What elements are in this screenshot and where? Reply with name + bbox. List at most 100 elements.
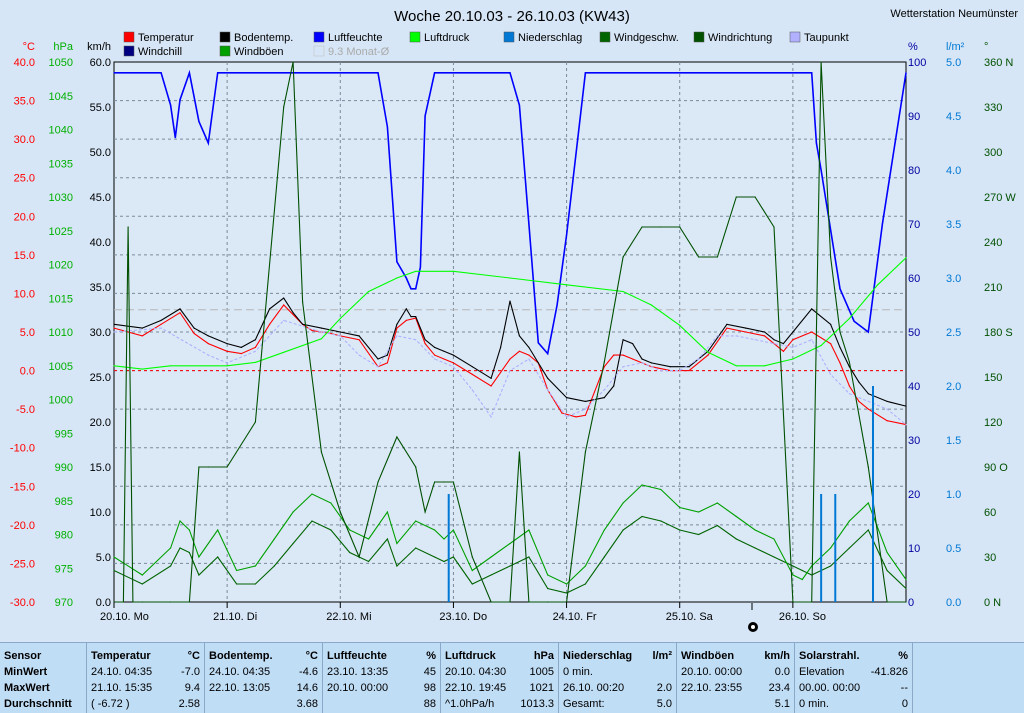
data-point <box>462 72 464 74</box>
tick-label-humidity: 90 <box>908 111 920 123</box>
data-point <box>716 335 719 337</box>
data-point <box>500 346 502 348</box>
data-point <box>867 529 869 531</box>
data-point <box>830 256 832 258</box>
data-point <box>735 196 737 198</box>
stat-row3-label: 0 min. <box>799 698 829 710</box>
data-point <box>283 319 285 321</box>
data-point <box>452 556 454 558</box>
data-point <box>877 284 879 286</box>
data-point <box>443 538 445 540</box>
data-point <box>518 451 521 453</box>
data-point <box>622 339 624 341</box>
data-point <box>848 547 851 549</box>
data-point <box>584 583 587 585</box>
data-point <box>358 354 360 356</box>
chart-legend: Temperatur Bodentemp. Luftfeuchte Luftdruck… <box>123 31 849 58</box>
data-point <box>160 319 162 321</box>
tick-label-direction: 210 <box>984 282 1002 294</box>
tick-label-temp: -25.0 <box>10 558 35 570</box>
data-point <box>858 400 860 402</box>
data-point <box>735 538 737 540</box>
data-point <box>339 511 341 513</box>
data-point <box>226 466 228 468</box>
data-point <box>716 502 719 504</box>
data-point <box>358 339 360 341</box>
data-point <box>386 354 388 356</box>
data-point <box>452 529 454 531</box>
stat-max: 1021 <box>529 682 554 694</box>
series-taupunkt <box>113 319 907 426</box>
tick-label-pressure: 1005 <box>49 361 73 373</box>
day-label: 20.10. Mo <box>100 611 149 623</box>
data-point <box>603 72 605 74</box>
series-luftfeuchte <box>114 69 907 356</box>
tick-label-direction: 360 N <box>984 57 1013 69</box>
stat-min-time: 24.10. 04:35 <box>209 666 271 678</box>
data-point <box>584 408 587 410</box>
data-point <box>660 488 662 491</box>
data-point <box>188 551 190 554</box>
data-point <box>320 338 322 340</box>
tick-label-pressure: 1015 <box>49 293 73 305</box>
data-point <box>405 319 407 321</box>
data-point <box>584 400 587 402</box>
tick-label-humidity: 10 <box>908 543 920 555</box>
data-point <box>641 72 643 74</box>
data-point <box>518 335 521 337</box>
data-point <box>113 365 115 367</box>
data-point <box>396 277 398 279</box>
data-point <box>537 362 539 364</box>
tick-label-rain: 0.5 <box>946 543 961 555</box>
tick-label-humidity: 100 <box>908 57 926 69</box>
stat-unit: hPa <box>533 650 554 662</box>
axis-unit-rain: l/m² <box>946 41 965 53</box>
data-point <box>754 547 756 549</box>
tick-label-pressure: 1000 <box>49 395 73 407</box>
data-point <box>509 565 511 567</box>
data-point <box>660 520 662 522</box>
data-point <box>820 61 822 63</box>
data-point <box>603 397 605 399</box>
data-point <box>452 354 454 356</box>
data-point <box>905 424 907 426</box>
data-point <box>198 556 200 558</box>
data-point <box>236 569 238 572</box>
data-point <box>320 327 322 329</box>
day-label: 25.10. Sa <box>666 611 714 623</box>
data-point <box>566 592 568 594</box>
data-point <box>726 323 728 325</box>
tick-label-rain: 5.0 <box>946 57 961 69</box>
data-point <box>839 346 841 348</box>
data-point <box>254 346 256 348</box>
data-point <box>377 72 379 74</box>
stat-unit: °C <box>305 650 318 662</box>
data-point <box>905 257 907 259</box>
data-point <box>311 520 313 522</box>
data-point <box>905 587 907 590</box>
data-point <box>434 556 436 558</box>
data-point <box>867 502 869 504</box>
now-marker-icon <box>748 603 758 632</box>
data-point <box>339 331 341 333</box>
data-point <box>424 511 426 513</box>
data-point <box>452 270 454 272</box>
stats-niederschlag: Niederschlag l/m² 0 min. 26.10. 00:20 2.0 … <box>559 643 677 713</box>
label-min: MinWert <box>4 666 48 678</box>
data-point <box>622 366 624 368</box>
data-point <box>434 529 436 531</box>
stat-min-time: 23.10. 13:35 <box>327 666 389 678</box>
tick-label-pressure: 995 <box>55 428 73 440</box>
tick-label-rain: 2.0 <box>946 381 961 393</box>
data-point <box>679 370 681 372</box>
tick-label-temp: 0.0 <box>20 366 35 378</box>
data-point <box>509 542 511 545</box>
data-point <box>660 226 662 228</box>
stat-max-time: 22.10. 19:45 <box>445 682 507 694</box>
tick-label-pressure: 1010 <box>49 327 73 339</box>
data-point <box>207 335 209 337</box>
data-point <box>415 466 417 468</box>
axis-unit-humidity: % <box>908 41 918 53</box>
data-point <box>240 72 242 74</box>
chart-title: Woche 20.10.03 - 26.10.03 (KW43) <box>394 8 630 25</box>
